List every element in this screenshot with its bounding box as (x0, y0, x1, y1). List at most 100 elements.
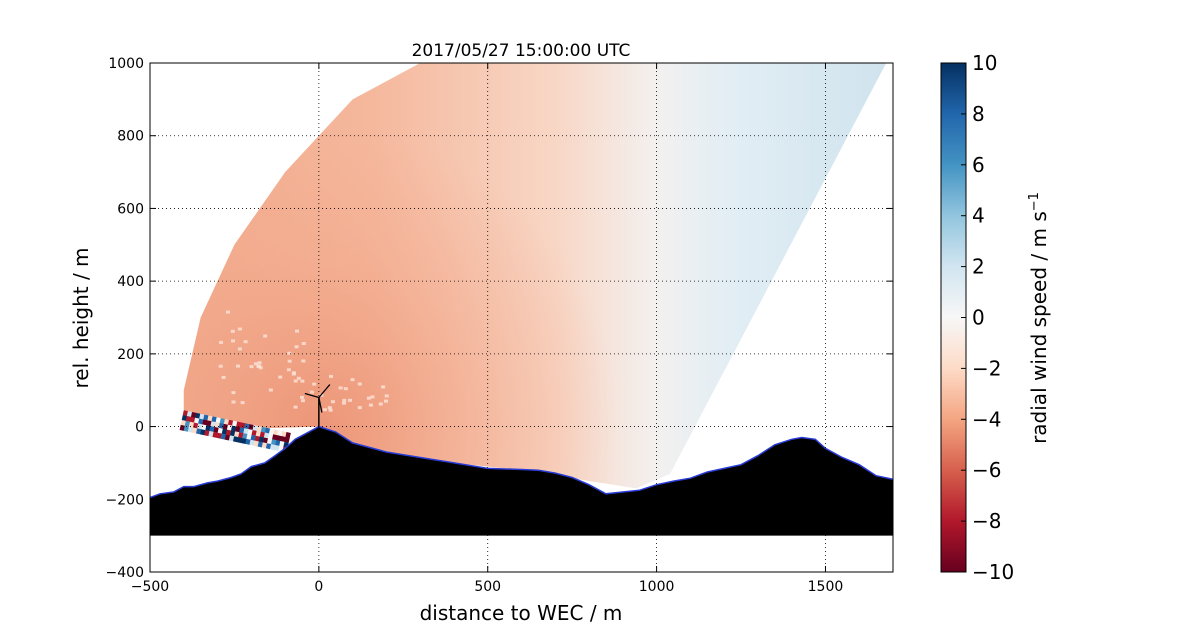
colorbar-label: radial wind speed / m s−1 (1027, 192, 1051, 444)
noisy-band-cell (238, 432, 244, 439)
speckle-cell (366, 396, 371, 400)
speckle-cell (263, 334, 268, 338)
noisy-band-cell (234, 431, 240, 438)
noisy-band-cell (264, 427, 271, 434)
noisy-band-cell (195, 412, 201, 419)
noisy-band-cell (258, 436, 265, 443)
speckle-cell (342, 401, 346, 405)
noisy-band-cell (247, 429, 253, 436)
noisy-band-cell (223, 418, 230, 425)
noisy-band-cell (244, 423, 250, 430)
speckle-cell (256, 364, 261, 368)
noisy-band-cell (268, 428, 275, 435)
speckle-cell (231, 400, 236, 404)
speckle-cell (328, 408, 333, 412)
noisy-band-cell (242, 433, 248, 440)
noisy-band-cell (186, 411, 193, 418)
noisy-band-cell (284, 436, 290, 443)
noisy-band-cell (189, 416, 196, 423)
axes-frame (149, 62, 894, 573)
speckle-cell (221, 375, 226, 379)
noisy-band-cell (191, 427, 198, 434)
noisy-band-cell (187, 426, 194, 433)
colorbar-label-text: radial wind speed / m s (1027, 211, 1051, 444)
noisy-band-cell (255, 430, 262, 437)
noisy-band-cell (285, 432, 291, 439)
colorbar-tick-label: 10 (972, 51, 997, 75)
noisy-band-cell (200, 429, 206, 436)
axes: −500 0 500 1000 1500 −400 −200 0 200 400 600 800 100… (106, 56, 894, 595)
x-tick-label: 1500 (808, 579, 844, 595)
noisy-band-cell (277, 430, 283, 437)
speckle-cell (291, 372, 296, 376)
speckle-cell (370, 395, 375, 399)
colorbar-tick-label: 2 (972, 255, 985, 279)
noisy-band-cell (197, 423, 203, 430)
noisy-band-cell (259, 431, 266, 438)
noisy-band-cell (216, 432, 222, 439)
noisy-band-cell (281, 431, 287, 438)
chart-title: 2017/05/27 15:00:00 UTC (412, 41, 631, 61)
speckle-cell (231, 391, 236, 395)
noisy-band-cell (180, 419, 187, 426)
speckle-cell (342, 398, 347, 402)
noisy-band-cell (228, 435, 235, 442)
y-axis-label: rel. height / m (69, 247, 93, 388)
noisy-band-cell (275, 440, 281, 447)
noisy-band-cell (265, 443, 272, 450)
speckle-cell (343, 387, 348, 391)
speckle-cell (312, 382, 317, 386)
noisy-band-cell (273, 429, 279, 436)
y-tick-label: −400 (106, 565, 144, 581)
noisy-band-cell (196, 428, 202, 435)
noisy-band-cell (252, 425, 258, 432)
noisy-band-cell (232, 420, 238, 427)
speckle-cell (293, 379, 298, 383)
grid (150, 63, 893, 572)
speckle-cell (357, 382, 362, 386)
noisy-band-cell (184, 420, 191, 427)
noisy-band-cell (236, 421, 242, 428)
noisy-band-cell (210, 421, 216, 428)
noisy-band-cell (240, 422, 246, 429)
speckle-cell (384, 399, 388, 403)
speckle-cell (286, 368, 291, 372)
noisy-band-cell (194, 417, 200, 424)
noisy-band-cell (221, 428, 228, 435)
wind-field-near-region (183, 63, 887, 489)
noisy-band-cell (260, 426, 267, 433)
noisy-band-cell (229, 430, 236, 437)
noisy-band-cell (269, 444, 276, 451)
noisy-band-cell (266, 438, 273, 445)
noisy-band-cell (254, 435, 260, 442)
turbine-blade (318, 397, 323, 413)
noisy-band-cell (251, 429, 257, 436)
speckle-cell (301, 342, 306, 345)
noisy-band-cell (224, 434, 231, 441)
noisy-band-cell (245, 438, 251, 445)
speckle-cell (226, 310, 230, 314)
noisy-band-cell (230, 425, 237, 432)
colorbar-tick-label: −6 (972, 458, 1001, 482)
x-tick-label: 500 (474, 579, 501, 595)
turbine-blade (304, 392, 320, 399)
noisy-band-cell (241, 437, 247, 444)
noisy-band-cell (257, 441, 264, 448)
speckle-cell (237, 327, 242, 331)
wind-turbine (304, 384, 331, 427)
speckle-cell (257, 361, 262, 365)
noisy-band-cell (181, 415, 188, 422)
speckle-cell (231, 339, 235, 343)
noisy-band-cell (237, 437, 243, 444)
speckle-cell (381, 385, 386, 389)
noisy-band-cell (233, 436, 239, 443)
noisy-band-cell (212, 431, 218, 438)
speckle-cell (236, 364, 240, 368)
noisy-band-cell (262, 437, 269, 444)
noisy-band-cell (246, 433, 252, 440)
colorbar-tick-label: −2 (972, 356, 1001, 380)
noisy-band (179, 410, 291, 453)
x-tick-label: 0 (314, 579, 323, 595)
speckle-cell (258, 366, 263, 370)
y-tick-label: 600 (117, 201, 144, 217)
